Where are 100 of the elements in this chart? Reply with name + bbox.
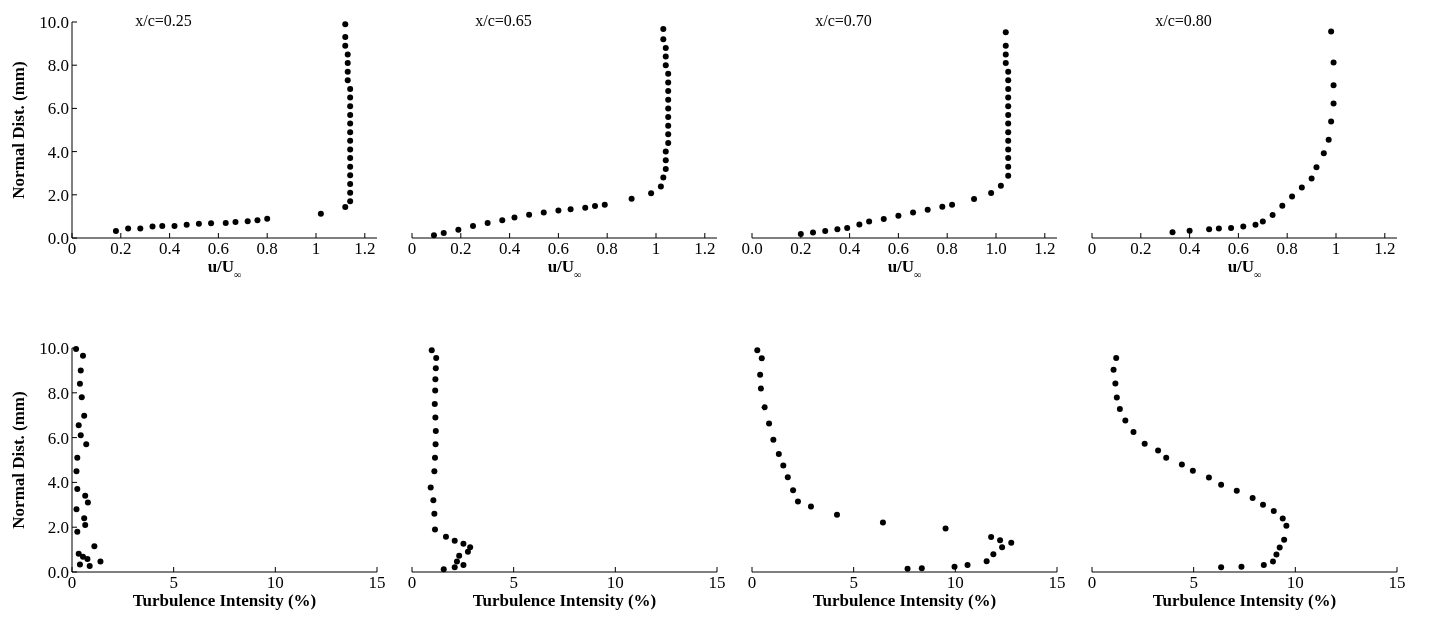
point	[1279, 515, 1286, 522]
point	[1005, 111, 1012, 118]
point	[1228, 225, 1235, 232]
point	[1308, 175, 1315, 182]
point	[1005, 77, 1012, 84]
point	[428, 347, 435, 354]
point	[1330, 59, 1337, 66]
x-tick-label: 15	[708, 573, 726, 592]
point	[342, 21, 349, 28]
point	[1141, 440, 1148, 447]
point	[83, 441, 90, 448]
point	[879, 519, 886, 526]
point	[73, 468, 80, 475]
point	[665, 96, 672, 103]
point	[1260, 562, 1267, 569]
point	[1273, 551, 1280, 558]
point	[432, 376, 439, 383]
point	[171, 223, 178, 230]
point	[1260, 501, 1266, 508]
point	[662, 148, 669, 155]
point	[74, 454, 81, 461]
point	[347, 129, 354, 136]
point	[125, 225, 132, 232]
point	[82, 492, 89, 499]
point	[582, 204, 589, 211]
point	[567, 206, 574, 213]
point	[484, 219, 491, 226]
point	[432, 427, 439, 434]
point	[1289, 193, 1296, 200]
point	[347, 172, 354, 179]
point	[660, 174, 667, 181]
point	[347, 181, 354, 187]
point	[1122, 417, 1129, 424]
point	[660, 36, 667, 43]
point	[1005, 120, 1012, 127]
point	[601, 201, 608, 208]
x-tick-label: 5	[849, 573, 858, 592]
point	[84, 499, 91, 506]
point	[1005, 155, 1012, 162]
point	[833, 511, 840, 518]
y-tick-label: 10.0	[39, 13, 69, 32]
point	[757, 385, 764, 392]
point	[910, 209, 917, 216]
point	[467, 544, 474, 551]
point	[1330, 100, 1337, 107]
point	[1005, 163, 1012, 170]
x-tick-label: 0.8	[936, 239, 958, 258]
point	[347, 94, 354, 101]
point	[470, 223, 476, 230]
x-tick-label: 0.2	[790, 239, 812, 258]
point	[1110, 366, 1117, 373]
point	[1002, 60, 1009, 67]
x-axis-title: Turbulence Intensity (%)	[132, 591, 317, 610]
point	[344, 51, 351, 58]
point	[555, 207, 562, 214]
point	[665, 122, 672, 129]
point	[451, 564, 458, 571]
point	[1005, 129, 1012, 136]
point	[1005, 137, 1012, 144]
point	[822, 228, 829, 235]
point	[344, 60, 351, 67]
y-tick-label: 6.0	[47, 428, 69, 448]
x-tick-label: 1.2	[1374, 239, 1396, 258]
point	[775, 450, 782, 457]
point	[964, 562, 971, 569]
y-axis-title: Normal Dist. (mm)	[9, 391, 28, 529]
x-tick-label: 0.4	[498, 239, 521, 258]
point	[74, 528, 81, 535]
point	[1240, 223, 1247, 230]
point	[758, 355, 765, 362]
point	[665, 70, 672, 77]
point	[757, 371, 764, 378]
point	[988, 534, 995, 541]
point	[431, 526, 438, 533]
point	[1276, 544, 1283, 551]
x-axis-title: u/U$_{∞}$	[887, 257, 922, 280]
x-tick-label: 1	[311, 239, 321, 258]
point	[1313, 164, 1320, 171]
x-tick-label: 0.8	[596, 239, 618, 258]
point	[1320, 150, 1327, 157]
point	[662, 44, 669, 51]
point	[942, 525, 949, 532]
point	[790, 487, 797, 494]
point	[79, 553, 86, 560]
y-tick-label: 4.0	[47, 142, 69, 162]
point	[754, 347, 761, 354]
point	[347, 189, 354, 196]
point	[347, 120, 354, 127]
point	[455, 226, 462, 233]
point	[347, 198, 354, 205]
point	[1330, 82, 1337, 89]
point	[347, 146, 354, 153]
point	[1116, 405, 1123, 412]
point	[834, 226, 841, 233]
point	[1169, 229, 1176, 236]
point	[431, 454, 438, 461]
x-tick-label: 0.4	[158, 239, 181, 258]
point	[453, 558, 460, 565]
x-tick-label: 10	[946, 573, 964, 592]
point	[81, 412, 88, 419]
